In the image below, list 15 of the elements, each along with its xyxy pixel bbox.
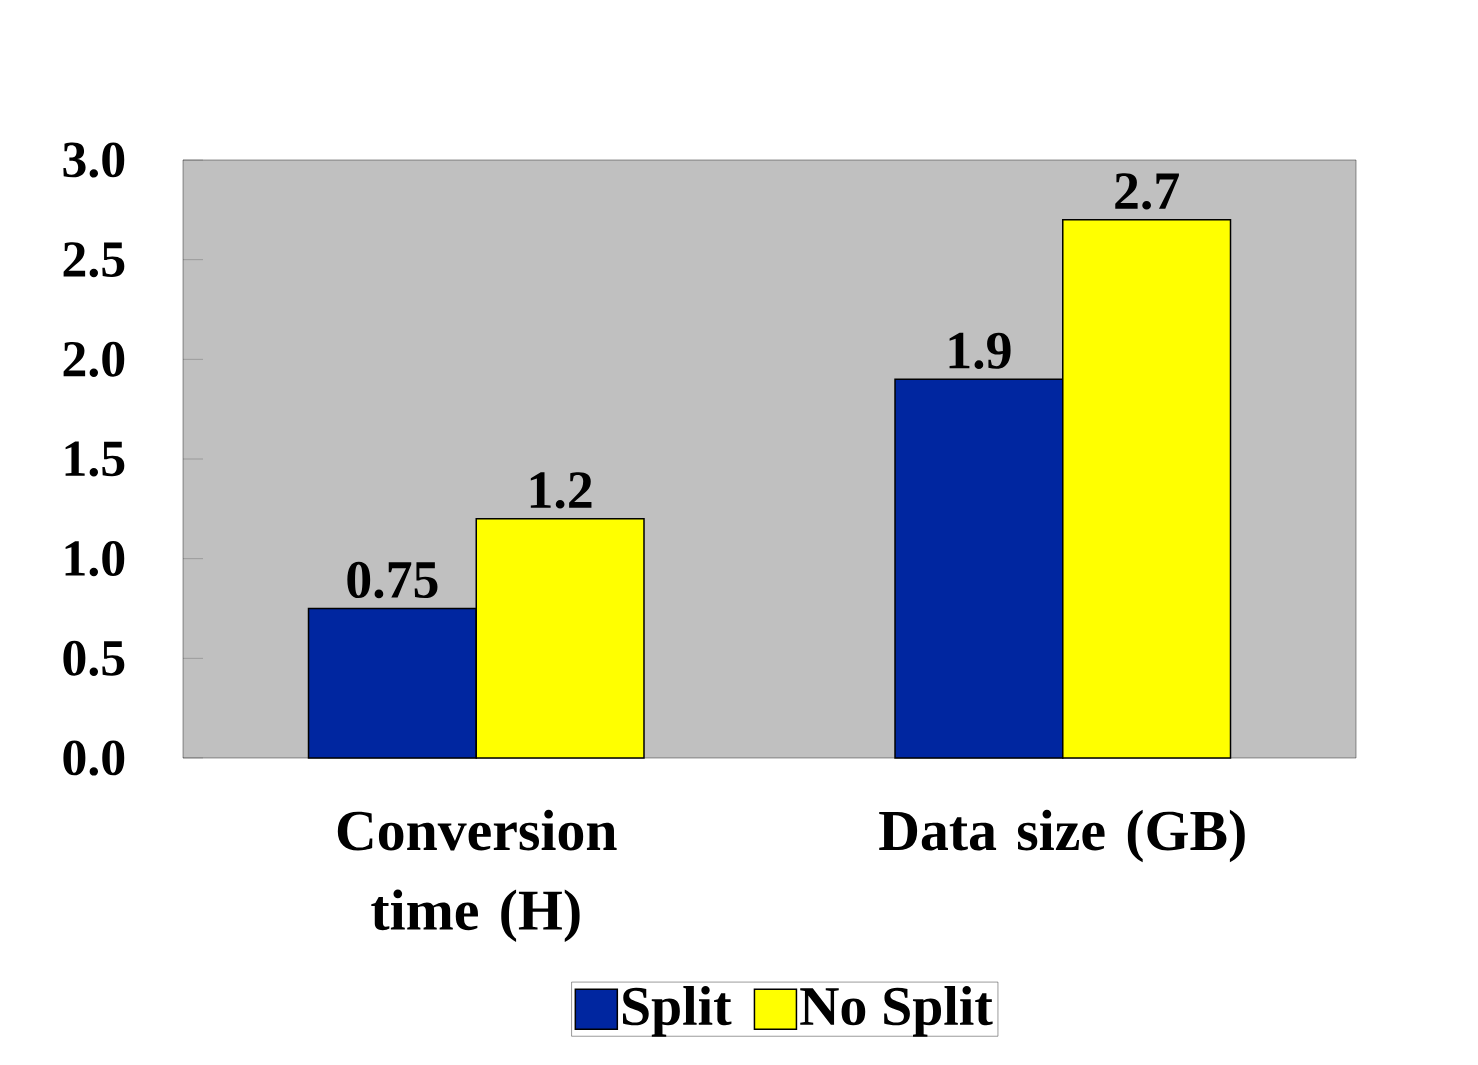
legend-label: No Split	[800, 986, 993, 1037]
y-tick-label: 0.0	[63, 740, 125, 776]
legend-label: Split	[623, 986, 732, 1037]
data-label: 0.75	[347, 561, 438, 599]
y-tick-label: 1.0	[65, 541, 125, 577]
y-tick-label: 1.5	[65, 441, 125, 477]
y-tick-label: 3.0	[63, 142, 125, 178]
y-tick-label: 2.0	[63, 341, 125, 377]
data-label: 2.7	[1115, 173, 1179, 210]
x-tick-label: Data size (GB)	[879, 809, 1245, 863]
y-tick-label: 0.5	[63, 640, 125, 676]
x-tick-label: Conversion time (H)	[337, 809, 617, 942]
data-label: 1.9	[949, 332, 1011, 370]
y-tick-label: 2.5	[63, 242, 125, 278]
data-label: 1.2	[530, 472, 592, 509]
